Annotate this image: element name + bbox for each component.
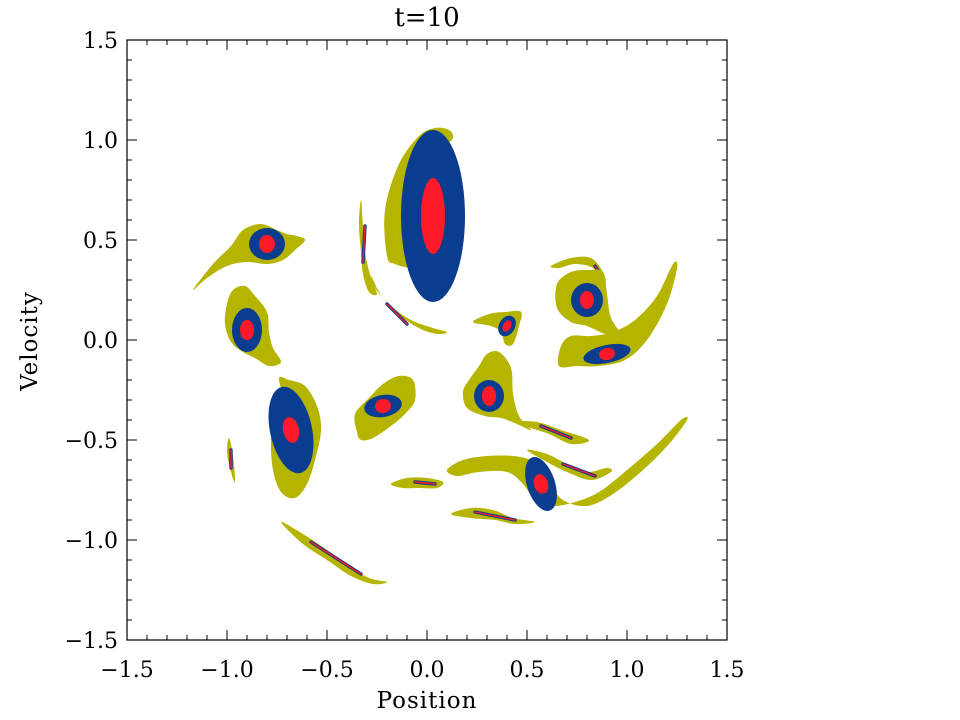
island-8-outer-contour bbox=[446, 417, 688, 507]
filament-0 bbox=[359, 199, 378, 296]
y-tick-label: −1.5 bbox=[65, 629, 118, 654]
y-tick-label: −1.0 bbox=[65, 529, 118, 554]
island-5-core-contour bbox=[482, 386, 496, 406]
filament-4-core-contour bbox=[414, 481, 436, 485]
island-7-core-contour bbox=[580, 291, 594, 309]
filament-5-core-contour bbox=[474, 511, 516, 521]
y-tick-label: 1.0 bbox=[83, 129, 118, 154]
axis-ticks bbox=[126, 39, 728, 641]
island-1-core-contour bbox=[259, 235, 275, 253]
filament-6 bbox=[516, 421, 590, 445]
island-3-core-contour bbox=[282, 417, 300, 443]
x-tick-label: 0.5 bbox=[510, 658, 545, 683]
filament-8 bbox=[550, 256, 606, 283]
island-0-core-contour bbox=[421, 178, 445, 254]
x-axis-label: Position bbox=[377, 688, 478, 714]
y-axis-label: Velocity bbox=[17, 291, 43, 392]
plot-content bbox=[192, 127, 688, 585]
y-tick-label: 1.5 bbox=[83, 29, 118, 54]
filament-3 bbox=[281, 521, 388, 585]
x-tick-label: −1.5 bbox=[100, 658, 153, 683]
filament-1-core-contour bbox=[386, 303, 408, 325]
filament-7 bbox=[527, 449, 613, 480]
filament-6-core-contour bbox=[540, 425, 572, 439]
y-tick-label: 0.5 bbox=[83, 229, 118, 254]
x-tick-label: −1.0 bbox=[200, 658, 253, 683]
filament-7-core-contour bbox=[562, 463, 596, 477]
island-4-core-contour bbox=[375, 398, 391, 414]
y-tick-label: 0.0 bbox=[83, 329, 118, 354]
island-1-outer-contour bbox=[192, 224, 306, 291]
filament-3-core-contour bbox=[310, 541, 362, 575]
island-2-core-contour bbox=[240, 320, 254, 340]
island-8-core-contour bbox=[533, 474, 549, 494]
island-6-core-contour bbox=[502, 320, 512, 332]
filament-0-core-contour bbox=[362, 225, 366, 263]
x-tick-label: 0.0 bbox=[410, 658, 445, 683]
island-9-outer-contour bbox=[557, 261, 678, 368]
x-tick-label: −0.5 bbox=[300, 658, 353, 683]
island-9-core-contour bbox=[599, 347, 615, 361]
tick-labels: −1.5 −1.0 −0.5 0.0 0.5 1.0 1.5 −1.5 −1.0 −0.5 0.0 0… bbox=[65, 29, 745, 683]
y-tick-label: −0.5 bbox=[65, 429, 118, 454]
chart-title: t=10 bbox=[394, 3, 459, 33]
x-tick-label: 1.0 bbox=[610, 658, 645, 683]
x-tick-label: 1.5 bbox=[710, 658, 745, 683]
